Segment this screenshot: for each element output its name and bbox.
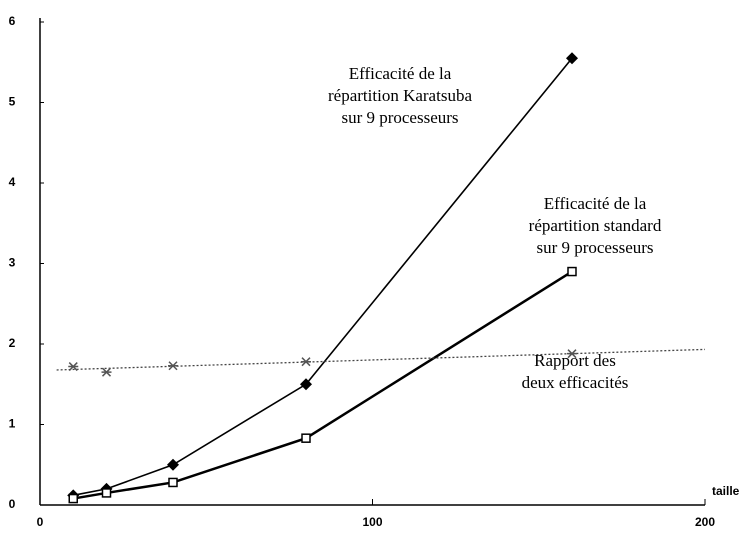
x-tick-label: 200 [695,515,715,529]
marker [168,477,178,488]
x-axis-label: taille [712,484,740,498]
y-tick-label: 6 [9,14,16,28]
marker [300,378,312,391]
y-tick-label: 5 [9,95,16,109]
series-line [73,57,573,497]
marker [301,357,311,367]
series-line [73,270,573,500]
marker [567,266,577,277]
annotation: Rapport des [534,351,616,370]
x-tick-label: 0 [37,515,44,529]
y-tick-label: 0 [9,497,16,511]
marker [68,493,78,504]
marker [101,367,112,377]
y-tick-label: 4 [9,175,16,189]
y-tick-label: 2 [9,336,16,350]
marker [566,52,578,65]
y-tick-label: 1 [9,417,16,431]
annotation: Efficacité de la [544,194,647,213]
trend-line [56,348,706,371]
marker [168,361,178,371]
marker [567,349,577,359]
marker [301,433,311,443]
marker [101,488,112,498]
annotation: Efficacité de la [349,64,452,83]
annotation: répartition standard [529,216,662,235]
y-tick-label: 3 [9,256,16,270]
annotation: deux efficacités [522,373,629,392]
annotation: sur 9 processeurs [341,108,458,127]
marker [68,362,79,372]
annotation: répartition Karatsuba [328,86,472,105]
marker [167,458,179,471]
annotation: sur 9 processeurs [536,238,653,257]
x-tick-label: 100 [362,515,382,529]
